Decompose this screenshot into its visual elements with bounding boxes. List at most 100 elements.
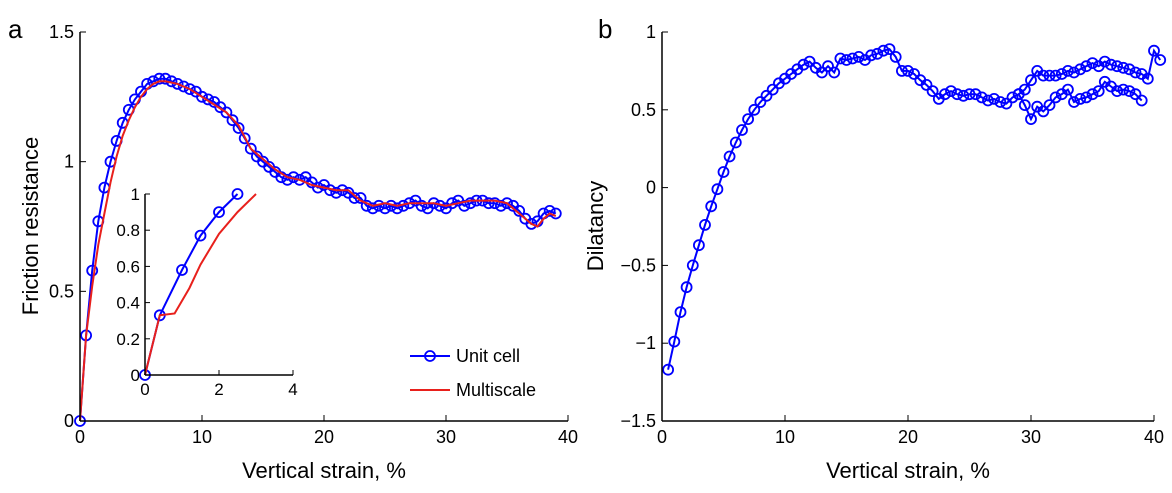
- y-tick-label: 0.5: [631, 100, 656, 120]
- inset-y-tick-label: 0.2: [116, 330, 140, 349]
- x-tick-label: 30: [1021, 427, 1041, 447]
- unit-cell-series-marker: [330, 186, 343, 199]
- unit-cell-series-marker: [543, 204, 556, 217]
- dilatancy-series-marker: [896, 65, 908, 77]
- legend-swatch-marker: [424, 350, 436, 362]
- dilatancy-series-marker: [693, 239, 705, 252]
- dilatancy-series-marker: [662, 363, 674, 376]
- dilatancy-series-marker: [994, 96, 1007, 108]
- unit-cell-series-marker: [202, 93, 215, 106]
- dilatancy-series-marker: [951, 88, 964, 101]
- dilatancy-series-marker: [969, 88, 982, 101]
- inset-y-tick-label: 0.8: [116, 221, 140, 240]
- unit-cell-series-marker: [232, 122, 245, 134]
- inset-y-tick-label: 0: [131, 366, 140, 385]
- y-tick-label: 1: [646, 22, 656, 42]
- dilatancy-series-marker: [988, 93, 1000, 105]
- y-tick-label: −0.5: [620, 255, 656, 275]
- unit-cell-series-marker: [226, 114, 239, 127]
- unit-cell-series-marker: [525, 217, 538, 230]
- unit-cell-series-marker: [348, 192, 361, 204]
- dilatancy-series-marker: [1049, 69, 1062, 82]
- x-tick-label: 30: [436, 427, 456, 447]
- unit-cell-series-marker: [415, 199, 428, 212]
- x-tick-label: 0: [657, 427, 667, 447]
- inset-y-tick-label: 0.6: [116, 257, 140, 276]
- dilatancy-series-marker: [1129, 88, 1142, 101]
- dilatancy-series-line: [667, 47, 1143, 370]
- multiscale-series-line: [79, 80, 557, 422]
- inset-x-tick-label: 2: [214, 380, 223, 399]
- dilatancy-series-marker: [699, 218, 711, 231]
- dilatancy-series-marker: [680, 281, 693, 294]
- dilatancy-series-marker: [705, 200, 718, 213]
- panel-letter: b: [598, 14, 612, 44]
- dilatancy-series-marker: [1018, 83, 1031, 96]
- dilatancy-series-marker: [1105, 58, 1117, 71]
- inset-x-tick-label: 0: [140, 380, 149, 399]
- unit-cell-series-marker: [488, 197, 501, 210]
- dilatancy-series-marker: [877, 44, 890, 57]
- unit-cell-series-marker: [494, 199, 507, 212]
- x-tick-label: 40: [1144, 427, 1164, 447]
- y-tick-label: 0.5: [49, 281, 74, 301]
- dilatancy-series-marker: [674, 306, 687, 319]
- dilatancy-series-marker: [926, 85, 939, 97]
- dilatancy-series-marker: [1068, 66, 1080, 79]
- unit-cell-series-marker: [464, 197, 477, 210]
- dilatancy-series-marker: [711, 183, 724, 196]
- dilatancy-series-marker: [1074, 93, 1087, 105]
- inset-chart: 0 2 4 0 0.2 0.4 0.6 0.8 1: [116, 185, 297, 399]
- x-tick-label: 20: [314, 427, 334, 447]
- dilatancy-series-marker: [1074, 63, 1087, 76]
- unit-cell-series-marker: [293, 173, 306, 186]
- x-axis-title: Vertical strain, %: [826, 458, 990, 483]
- dilatancy-series-marker: [668, 335, 681, 348]
- dilatancy-series-marker: [1043, 99, 1056, 111]
- legend-label: Multiscale: [456, 380, 536, 400]
- dilatancy-series-marker: [748, 103, 761, 116]
- dilatancy-series-marker: [840, 54, 853, 66]
- dilatancy-series-marker: [822, 60, 834, 73]
- dilatancy-series-marker: [1006, 91, 1019, 104]
- dilatancy-series-marker: [686, 259, 699, 272]
- dilatancy-series-marker: [1000, 97, 1013, 110]
- dilatancy-series-marker: [945, 85, 957, 97]
- dilatancy-series-marker: [766, 83, 779, 96]
- dilatancy-series-marker: [1025, 74, 1037, 87]
- dilatancy-series-marker: [834, 52, 847, 65]
- dilatancy-series-marker: [982, 94, 994, 107]
- unit-cell-series-marker: [482, 197, 495, 210]
- unit-cell-series-marker: [513, 204, 526, 217]
- dilatancy-series-marker: [1037, 69, 1050, 82]
- dilatancy-series-marker: [1117, 83, 1130, 96]
- inset-unit-cell-series-marker: [231, 188, 244, 200]
- inset-x-tick-label: 4: [288, 380, 297, 399]
- dilatancy-series-marker: [723, 150, 736, 163]
- dilatancy-series-marker: [828, 66, 841, 79]
- unit-cell-series-marker: [220, 106, 233, 119]
- legend-label: Unit cell: [456, 346, 520, 366]
- y-tick-label: −1.5: [620, 411, 656, 431]
- dilatancy-series-marker: [889, 51, 902, 63]
- unit-cell-series-marker: [238, 132, 251, 145]
- dilatancy-series-marker: [975, 91, 988, 104]
- x-tick-label: 10: [192, 427, 212, 447]
- unit-cell-series-marker: [86, 264, 99, 277]
- x-tick-label: 40: [558, 427, 578, 447]
- chart-panel-b: 0 10 20 30 40 −1.5 −1 −0.5 0 0.5 1 Vertical strain,…: [583, 14, 1167, 483]
- inset-multiscale-series-line: [144, 193, 257, 376]
- dilatancy-series-marker: [963, 88, 976, 101]
- dilatancy-series-marker: [1111, 60, 1123, 73]
- dilatancy-series-marker: [1025, 113, 1037, 125]
- y-axis-title: Dilatancy: [583, 181, 608, 271]
- unit-cell-series-marker: [281, 173, 294, 186]
- dilatancy-series-marker: [846, 52, 859, 65]
- dilatancy-series-marker: [865, 49, 877, 62]
- y-tick-label: 1: [64, 152, 74, 172]
- dilatancy-series-marker: [729, 136, 742, 149]
- dilatancy-series-marker: [908, 68, 920, 80]
- dilatancy-series-marker: [871, 47, 884, 60]
- dilatancy-series-marker: [803, 55, 816, 68]
